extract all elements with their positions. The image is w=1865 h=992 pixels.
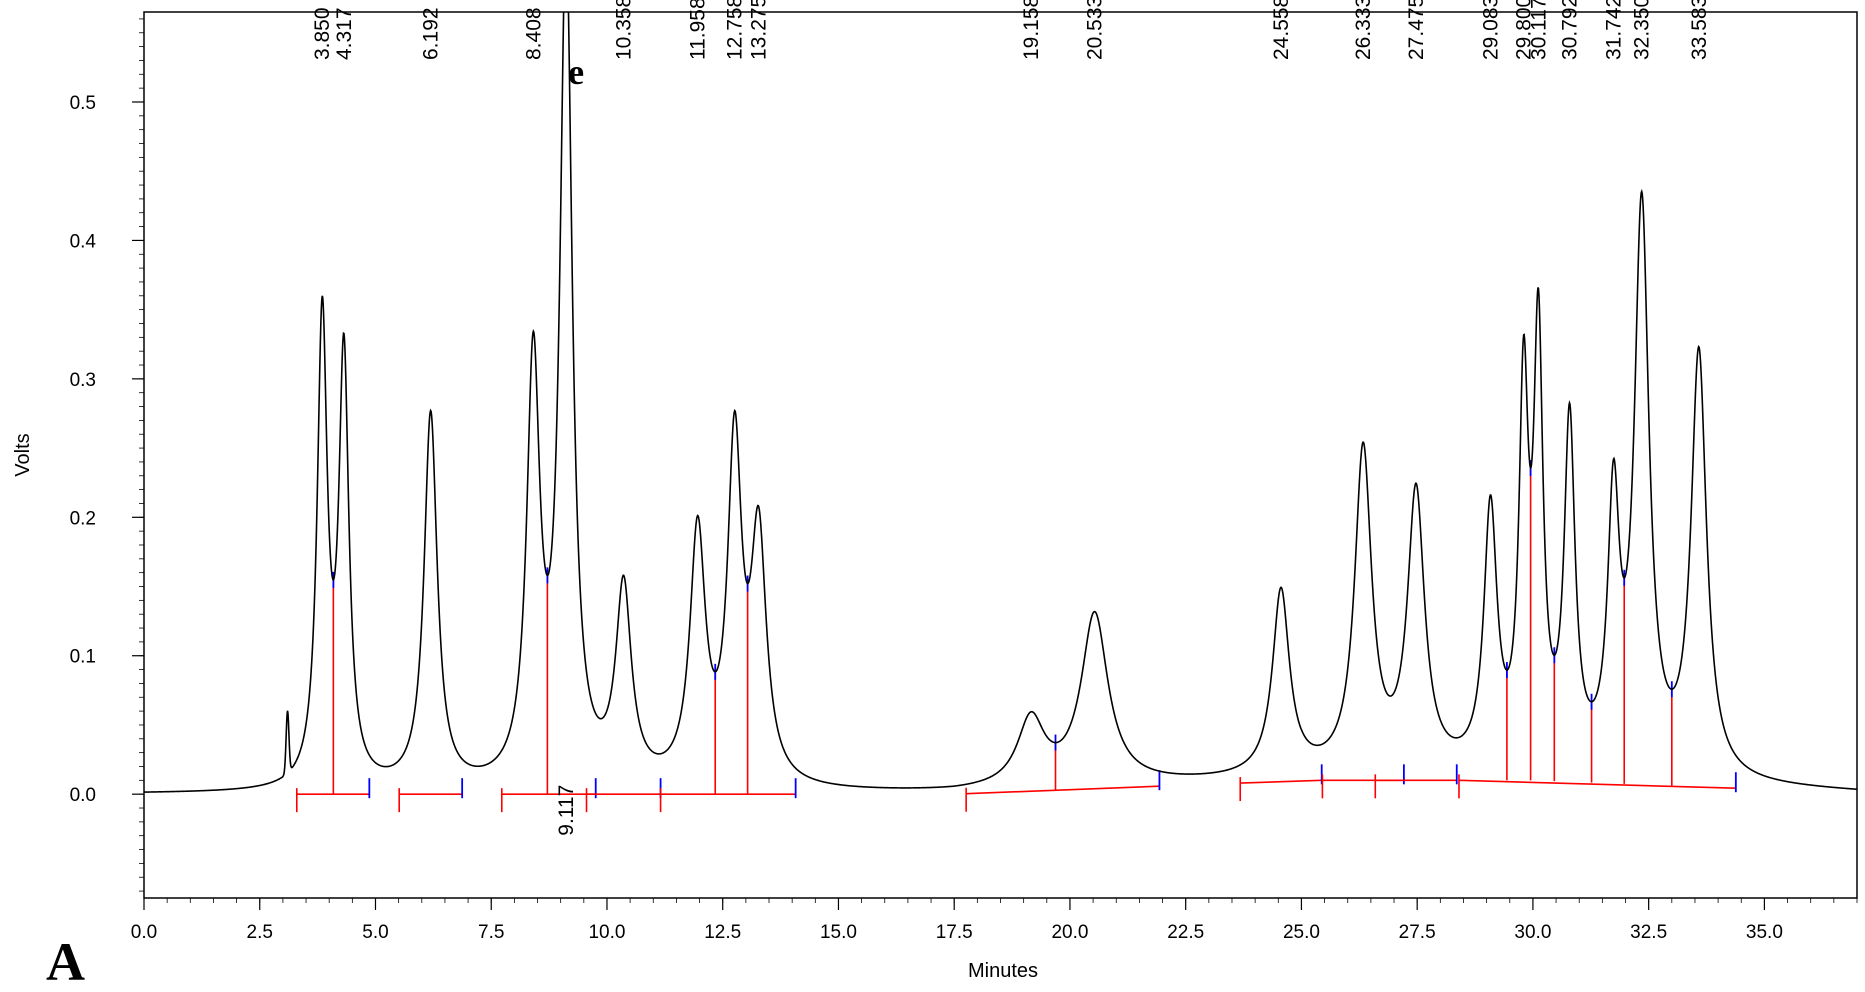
retention-time-n: 27.475 bbox=[1405, 0, 1428, 60]
baseline-segment-5 bbox=[966, 785, 1160, 795]
integration-baseline bbox=[295, 460, 1737, 813]
plot-frame bbox=[143, 11, 1858, 899]
x-tick-label-11: 27.5 bbox=[1399, 922, 1436, 943]
y-tick-label-5: 0.5 bbox=[70, 93, 96, 114]
axis-ticks: 0.0 2.5 5.0 7.5 10.0 12.5 15.0 17.5 20.0 22.5 25.0… bbox=[70, 18, 1858, 943]
retention-time-g: 11.958 bbox=[687, 0, 710, 60]
x-tick-label-7: 17.5 bbox=[936, 922, 973, 943]
retention-time-e: 9.117 bbox=[555, 785, 578, 836]
x-tick-label-6: 15.0 bbox=[820, 922, 857, 943]
retention-time-a: 3.850 bbox=[311, 7, 334, 60]
x-tick-label-1: 2.5 bbox=[247, 922, 273, 943]
y-tick-label-4: 0.4 bbox=[70, 231, 97, 252]
retention-time-m: 26.333 bbox=[1352, 0, 1375, 60]
retention-time-k: 20.533 bbox=[1084, 0, 1107, 60]
retention-time-s: 31.742 bbox=[1603, 0, 1626, 60]
x-tick-label-4: 10.0 bbox=[588, 922, 625, 943]
retention-time-c: 6.192 bbox=[420, 7, 443, 60]
retention-time-l: 24.558 bbox=[1270, 0, 1293, 60]
retention-time-i: 13.275 bbox=[748, 0, 771, 60]
retention-time-j: 19.158 bbox=[1020, 0, 1043, 60]
x-tick-label-9: 22.5 bbox=[1167, 922, 1204, 943]
peak-labels: 3.850a4.317b6.192c8.408d9.117e10.358f11.… bbox=[311, 0, 1711, 836]
retention-time-q: 30.117 bbox=[1527, 0, 1550, 60]
y-tick-label-1: 0.1 bbox=[70, 647, 96, 668]
baseline-segment-6 bbox=[1240, 779, 1322, 784]
x-tick-label-12: 30.0 bbox=[1514, 922, 1551, 943]
retention-time-h: 12.758 bbox=[724, 0, 747, 60]
x-tick-label-10: 25.0 bbox=[1283, 922, 1320, 943]
baseline-segment-9 bbox=[1458, 779, 1736, 790]
x-tick-label-0: 0.0 bbox=[131, 922, 157, 943]
x-tick-label-2: 5.0 bbox=[362, 922, 388, 943]
x-tick-label-3: 7.5 bbox=[478, 922, 504, 943]
retention-time-p: 29.800 bbox=[1513, 0, 1536, 60]
x-axis-title: Minutes bbox=[968, 960, 1038, 982]
retention-time-r: 30.792 bbox=[1559, 0, 1582, 60]
retention-time-d: 8.408 bbox=[522, 7, 545, 60]
peak-letter-e: e bbox=[568, 52, 584, 92]
y-tick-label-0: 0.0 bbox=[70, 785, 96, 806]
x-tick-label-14: 35.0 bbox=[1746, 922, 1783, 943]
x-tick-label-5: 12.5 bbox=[704, 922, 741, 943]
y-tick-label-3: 0.3 bbox=[70, 370, 96, 391]
signal-trace-layer bbox=[144, 12, 1857, 793]
retention-time-u: 33.583 bbox=[1688, 0, 1711, 60]
x-tick-label-8: 20.0 bbox=[1051, 922, 1088, 943]
y-axis-title: Volts bbox=[12, 433, 34, 476]
signal-trace bbox=[144, 12, 1857, 793]
retention-time-t: 32.350 bbox=[1631, 0, 1654, 60]
retention-time-f: 10.358 bbox=[613, 0, 636, 60]
retention-time-o: 29.083 bbox=[1479, 0, 1502, 60]
y-tick-label-2: 0.2 bbox=[70, 508, 96, 529]
panel-label: A bbox=[46, 932, 85, 987]
retention-time-b: 4.317 bbox=[333, 7, 356, 60]
x-tick-label-13: 32.5 bbox=[1630, 922, 1667, 943]
